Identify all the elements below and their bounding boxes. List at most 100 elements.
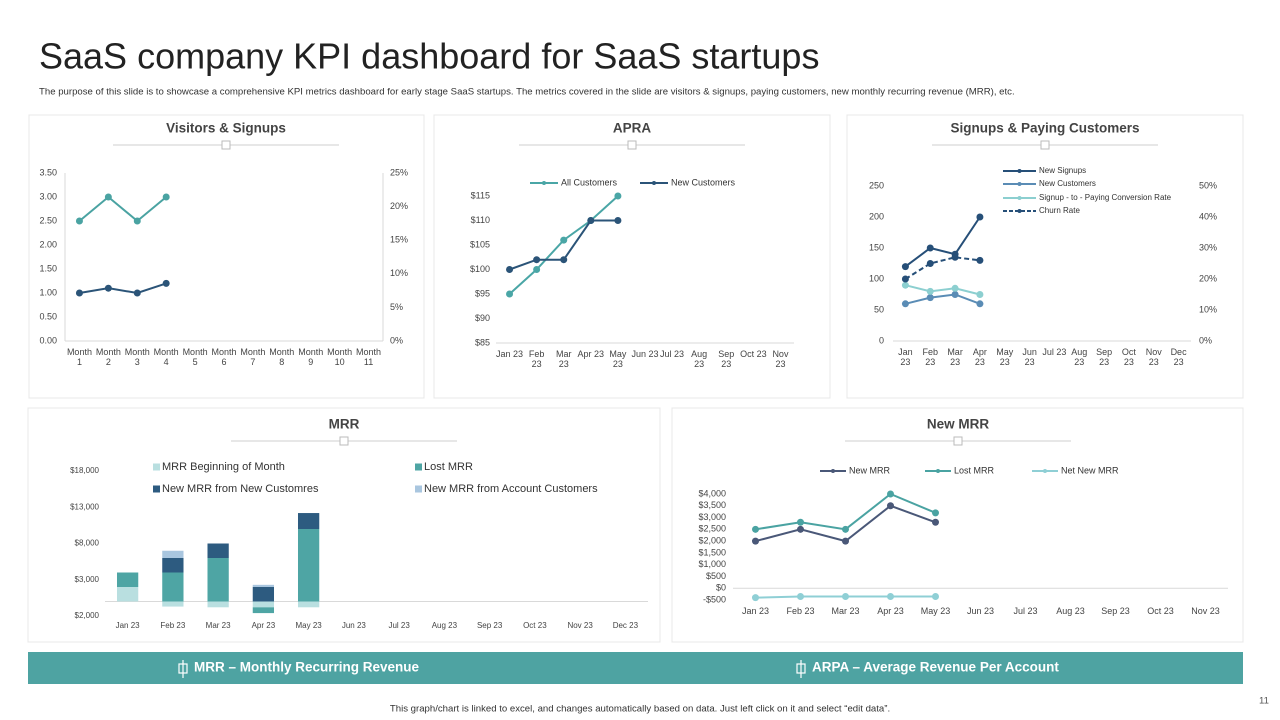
data-point bbox=[752, 525, 759, 533]
legend-label: Net New MRR bbox=[1061, 465, 1119, 475]
y-tick-label: 0 bbox=[879, 335, 884, 345]
y2-tick-label: 0% bbox=[1199, 335, 1212, 345]
y-tick-label: $105 bbox=[470, 239, 490, 249]
x-tick-label-box: Jun 23 bbox=[631, 349, 658, 359]
bar-segment bbox=[162, 572, 184, 602]
x-tick-label-box: May 23 bbox=[296, 621, 322, 630]
y2-tick-label: 50% bbox=[1199, 180, 1217, 190]
data-point bbox=[560, 256, 568, 264]
x-tick-label-box: Month 5 bbox=[183, 347, 208, 367]
series-line bbox=[78, 195, 167, 223]
x-tick-label-box: Month 7 bbox=[240, 347, 265, 367]
x-tick-label: Apr 23 bbox=[972, 347, 987, 368]
x-tick-label-box: Nov 23 bbox=[1191, 606, 1220, 616]
legend-marker bbox=[1017, 196, 1022, 200]
series-line bbox=[904, 256, 981, 280]
bar-segment bbox=[252, 587, 275, 602]
y-tick-label: $100 bbox=[470, 264, 490, 274]
y-tick-label: 0.50 bbox=[39, 311, 57, 321]
x-tick-label-box: Sep 23 bbox=[477, 621, 502, 630]
y2-tick-label: 10% bbox=[1199, 304, 1217, 314]
data-point bbox=[842, 537, 849, 545]
y2-tick-label: 10% bbox=[390, 268, 408, 278]
y-tick-label: $3,500 bbox=[698, 500, 726, 510]
legend-label: All Customers bbox=[561, 177, 618, 187]
data-point bbox=[926, 244, 934, 252]
y-tick-label: $3,000 bbox=[698, 512, 726, 522]
y-tick-label: 3.00 bbox=[39, 191, 57, 201]
x-tick-label: Month 8 bbox=[269, 347, 295, 368]
data-point bbox=[976, 213, 984, 221]
legend-marker bbox=[652, 181, 656, 185]
title-ornament bbox=[339, 436, 349, 446]
y-tick-label: $3,000 bbox=[75, 575, 100, 584]
bar-segment bbox=[116, 587, 139, 602]
legend-item: Lost MRR bbox=[415, 461, 473, 473]
legend-item: New MRR bbox=[820, 465, 891, 475]
x-tick-label-box: Oct 23 bbox=[1147, 606, 1174, 616]
bar-segment bbox=[297, 513, 320, 529]
title-ornament bbox=[953, 436, 963, 446]
data-point bbox=[133, 289, 141, 297]
x-tick-label-box: Apr 23 bbox=[578, 349, 605, 359]
y-tick-label: $4,000 bbox=[698, 488, 726, 498]
x-tick-label: May 23 bbox=[996, 347, 1014, 368]
x-tick-label: Nov 23 bbox=[1145, 347, 1162, 368]
data-point bbox=[887, 592, 894, 600]
legend-label: New Customers bbox=[671, 177, 736, 187]
x-tick-label-box: Month 1 bbox=[66, 347, 92, 368]
x-tick-label: Jul 23 bbox=[388, 621, 410, 630]
y-tick-label: $110 bbox=[471, 215, 490, 225]
x-tick-label-box: Month 8 bbox=[269, 347, 295, 368]
panel bbox=[671, 407, 1244, 643]
data-point bbox=[926, 294, 934, 302]
x-tick-label: Feb 23 bbox=[160, 621, 186, 630]
data-point bbox=[752, 594, 759, 602]
x-tick-label-box: Jan 23 bbox=[116, 621, 140, 630]
y-tick-label: 1.50 bbox=[39, 263, 57, 273]
data-point bbox=[75, 289, 83, 297]
legend-swatch bbox=[153, 463, 160, 471]
x-tick-label: Mar 23 bbox=[831, 606, 860, 616]
legend-label: Churn Rate bbox=[1039, 206, 1080, 215]
x-tick-label: Aug 23 bbox=[1056, 606, 1085, 616]
legend-marker bbox=[1017, 209, 1022, 213]
y-tick-label: $500 bbox=[706, 571, 726, 581]
data-point bbox=[932, 518, 939, 526]
footnote: This graph/chart is linked to excel, and… bbox=[390, 704, 890, 715]
x-tick-label: Month 11 bbox=[356, 347, 382, 368]
y2-tick-label: 40% bbox=[1199, 211, 1217, 221]
legend-label: MRR Beginning of Month bbox=[162, 461, 285, 473]
data-point bbox=[614, 217, 622, 224]
data-point bbox=[614, 192, 622, 200]
panel bbox=[27, 407, 661, 643]
legend-item: New Signups bbox=[1003, 166, 1086, 175]
legend-swatch bbox=[153, 485, 160, 493]
data-point bbox=[887, 502, 894, 510]
x-tick-label: Oct 23 bbox=[740, 349, 767, 359]
data-point bbox=[976, 300, 984, 308]
x-tick-label-box: Jun 23 bbox=[967, 606, 994, 616]
y-tick-label: $2,500 bbox=[698, 524, 726, 534]
x-tick-label-box: Month 3 bbox=[125, 347, 150, 367]
data-point bbox=[797, 592, 804, 600]
x-tick-label: Month 2 bbox=[95, 347, 121, 368]
x-tick-label: May 23 bbox=[609, 349, 627, 370]
y2-tick-label: 0% bbox=[390, 335, 403, 345]
x-tick-label: Feb 23 bbox=[922, 347, 938, 368]
panel bbox=[28, 114, 425, 399]
title-ornament bbox=[221, 140, 231, 150]
x-tick-label: Nov 23 bbox=[1191, 606, 1220, 616]
x-tick-label-box: Aug 23 bbox=[1071, 347, 1087, 367]
x-tick-label: Month 6 bbox=[211, 347, 237, 368]
series-line bbox=[79, 282, 167, 295]
legend-label: New MRR from New Customres bbox=[162, 483, 319, 495]
y-tick-label: 1.00 bbox=[39, 287, 57, 297]
x-tick-label: Aug 23 bbox=[691, 349, 708, 370]
x-tick-label-box: Feb 23 bbox=[922, 347, 938, 368]
x-tick-label: Mar 23 bbox=[947, 347, 963, 368]
y-tick-label: $115 bbox=[471, 190, 490, 200]
x-tick-label-box: Jun 23 bbox=[1022, 347, 1037, 367]
x-tick-label: Month 1 bbox=[66, 347, 92, 368]
